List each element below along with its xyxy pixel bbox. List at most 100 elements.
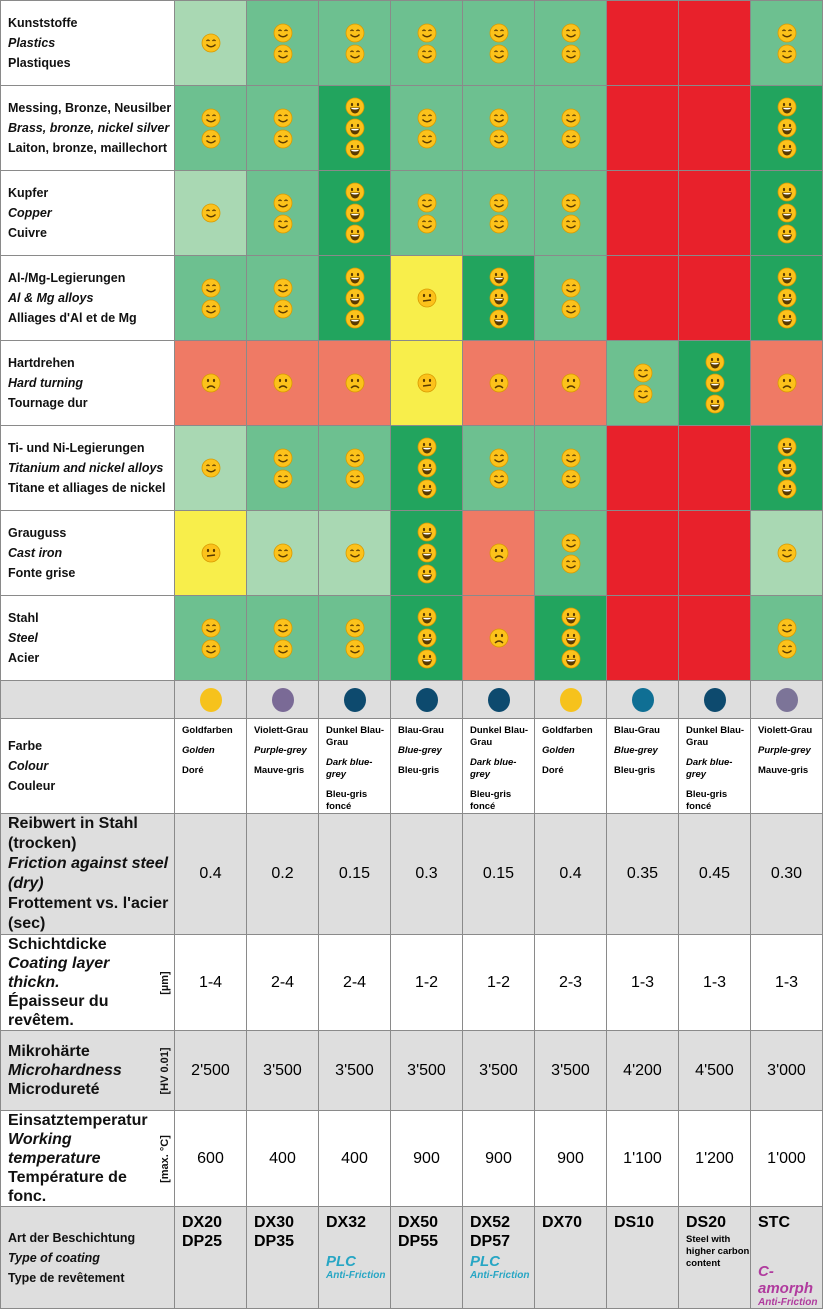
smiley-icon bbox=[561, 23, 580, 42]
colour-de: Dunkel Blau-Grau bbox=[686, 725, 745, 748]
smiley-icon bbox=[201, 203, 220, 223]
property-value: 3'500 bbox=[534, 1030, 607, 1111]
rating-cell bbox=[390, 85, 463, 171]
grinning-face-icon bbox=[777, 139, 796, 159]
rating-cell bbox=[534, 0, 607, 86]
coating-code: DX52 DP57 bbox=[470, 1214, 511, 1250]
colour-fr: Bleu-gris bbox=[614, 765, 656, 776]
row-label: Messing, Bronze, Neusilber Brass, bronze,… bbox=[0, 85, 175, 171]
property-value: 2-4 bbox=[318, 934, 391, 1031]
smiley-icon bbox=[561, 129, 580, 148]
rating-cell bbox=[534, 510, 607, 596]
property-row: Schichtdicke Coating layer thickn. Épaisse… bbox=[0, 934, 823, 1031]
rating-cell bbox=[534, 85, 607, 171]
grinning-face-icon bbox=[417, 628, 436, 648]
rating-cell bbox=[678, 255, 751, 341]
coating-code: DX20 DP25 bbox=[182, 1214, 223, 1250]
colour-swatch bbox=[631, 687, 654, 712]
rating-cell bbox=[318, 595, 391, 681]
label-de: Grauguss bbox=[8, 526, 67, 540]
unit-label: [max. °C] bbox=[159, 1134, 171, 1183]
property-value: 3'500 bbox=[462, 1030, 535, 1111]
coating-tag: PLC bbox=[470, 1253, 500, 1270]
rating-cell bbox=[174, 0, 247, 86]
smiley-icon bbox=[345, 543, 364, 563]
rating-cell bbox=[606, 510, 679, 596]
rating-cell bbox=[678, 595, 751, 681]
property-value: 2-3 bbox=[534, 934, 607, 1031]
rating-cell bbox=[390, 340, 463, 426]
label-en: Working temperature bbox=[8, 1131, 101, 1167]
property-value: 900 bbox=[390, 1110, 463, 1207]
rating-cell bbox=[318, 510, 391, 596]
row-label: Ti- und Ni-Legierungen Titanium and nicke… bbox=[0, 425, 175, 511]
smiley-icon bbox=[561, 299, 580, 318]
smiley-icon bbox=[561, 469, 580, 488]
colour-en: Golden bbox=[182, 745, 215, 756]
grinning-face-icon bbox=[705, 352, 724, 372]
smiley-icon bbox=[417, 129, 436, 148]
label-fr: Plastiques bbox=[8, 56, 71, 70]
sad-face-icon bbox=[489, 373, 508, 393]
rating-cell bbox=[246, 255, 319, 341]
label-de: Kupfer bbox=[8, 186, 49, 200]
property-value: 1-2 bbox=[390, 934, 463, 1031]
colour-de: Dunkel Blau-Grau bbox=[326, 725, 385, 748]
rating-cell bbox=[246, 340, 319, 426]
smiley-icon bbox=[345, 618, 364, 637]
smiley-icon bbox=[489, 108, 508, 127]
rating-cell bbox=[462, 255, 535, 341]
smiley-icon bbox=[777, 618, 796, 637]
grinning-face-icon bbox=[417, 479, 436, 499]
coating-code: DX70 bbox=[542, 1214, 583, 1231]
grinning-face-icon bbox=[417, 564, 436, 584]
grinning-face-icon bbox=[777, 479, 796, 499]
grinning-face-icon bbox=[345, 203, 364, 223]
rating-cell bbox=[246, 85, 319, 171]
material-row: Stahl Steel Acier bbox=[0, 595, 823, 681]
colour-swatch bbox=[775, 687, 798, 712]
rating-cell bbox=[750, 425, 823, 511]
rating-cell bbox=[390, 255, 463, 341]
colour-row: Farbe Colour Couleur Goldfarben Golden Doré Vi… bbox=[0, 718, 823, 814]
grinning-face-icon bbox=[417, 458, 436, 478]
label-fr: Frottement vs. l'acier (sec) bbox=[8, 895, 169, 932]
label-fr: Température de fonc. bbox=[8, 1169, 127, 1205]
rating-cell bbox=[462, 170, 535, 256]
property-value: 1'200 bbox=[678, 1110, 751, 1207]
neutral-face-icon bbox=[201, 543, 220, 563]
label-en: Brass, bronze, nickel silver bbox=[8, 121, 170, 135]
smiley-icon bbox=[201, 33, 220, 53]
rating-cell bbox=[174, 255, 247, 341]
grinning-face-icon bbox=[705, 394, 724, 414]
rating-cell bbox=[750, 85, 823, 171]
rating-cell bbox=[678, 85, 751, 171]
colour-swatch bbox=[199, 687, 222, 712]
smiley-icon bbox=[201, 458, 220, 478]
smiley-icon bbox=[273, 469, 292, 488]
colour-en: Blue-grey bbox=[398, 745, 442, 756]
property-value: 0.45 bbox=[678, 813, 751, 935]
label-en: Cast iron bbox=[8, 546, 63, 560]
rating-cell bbox=[390, 170, 463, 256]
property-value: 0.35 bbox=[606, 813, 679, 935]
rating-cell bbox=[750, 170, 823, 256]
colour-fr: Doré bbox=[182, 765, 204, 776]
rating-cell bbox=[606, 340, 679, 426]
rating-cell bbox=[606, 170, 679, 256]
rating-cell bbox=[750, 0, 823, 86]
rating-cell bbox=[318, 85, 391, 171]
coating-cell: DX70 bbox=[534, 1206, 607, 1309]
label-de: Mikrohärte bbox=[8, 1043, 90, 1060]
smiley-icon bbox=[273, 448, 292, 467]
grinning-face-icon bbox=[345, 118, 364, 138]
rating-cell bbox=[678, 170, 751, 256]
colour-en: Golden bbox=[542, 745, 575, 756]
label-fr: Microdureté bbox=[8, 1081, 100, 1098]
grinning-face-icon bbox=[417, 522, 436, 542]
rating-cell bbox=[390, 425, 463, 511]
property-value: 0.2 bbox=[246, 813, 319, 935]
property-value: 900 bbox=[534, 1110, 607, 1207]
smiley-icon bbox=[273, 299, 292, 318]
rating-cell bbox=[606, 255, 679, 341]
